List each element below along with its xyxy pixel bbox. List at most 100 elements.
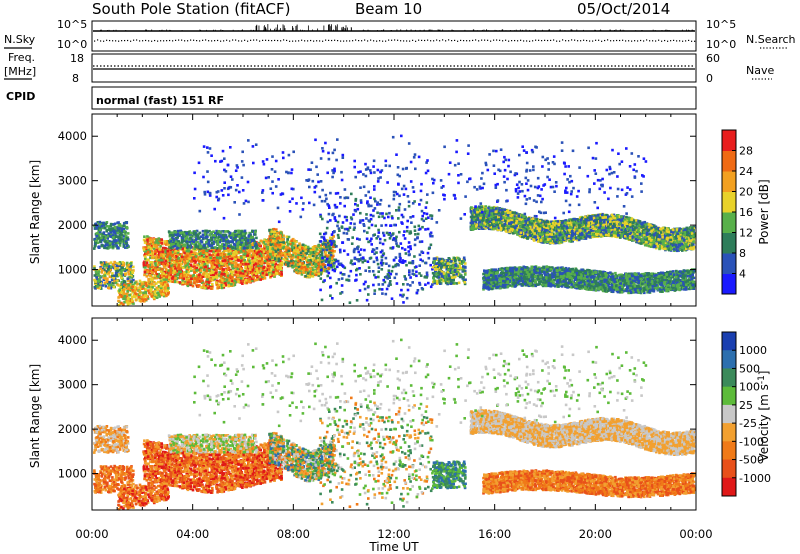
range-cell (291, 253, 295, 257)
range-cell (246, 254, 249, 257)
range-cell (340, 277, 344, 280)
range-cell (154, 294, 158, 297)
noise-search-point (508, 40, 510, 42)
range-cell (117, 236, 121, 239)
range-cell (225, 274, 229, 277)
range-cell (189, 283, 192, 287)
range-cell (193, 249, 196, 252)
range-cell (214, 275, 217, 279)
range-cell (142, 291, 145, 295)
range-cell (169, 251, 172, 254)
noise-search-point (358, 40, 360, 42)
noise-search-point (469, 40, 471, 42)
range-cell (164, 259, 167, 263)
range-cell (176, 251, 180, 255)
range-cell (299, 259, 302, 262)
range-cell (206, 262, 209, 265)
range-cell (197, 276, 200, 279)
range-cell (214, 261, 218, 265)
noise-search-point (349, 40, 351, 42)
nave-label: Nave (746, 64, 774, 77)
range-cell (262, 268, 265, 271)
beam-label: Beam 10 (355, 0, 422, 18)
range-cell (112, 285, 116, 289)
range-cell (138, 282, 142, 286)
range-cell (241, 277, 245, 280)
range-cell (301, 243, 305, 247)
range-cell (114, 267, 117, 270)
range-cell (155, 253, 159, 257)
range-cell (254, 233, 257, 236)
noise-search-point (688, 39, 690, 42)
range-cell (268, 264, 272, 268)
range-cell (200, 279, 203, 282)
range-cell (130, 299, 134, 302)
range-cell (212, 240, 216, 243)
range-cell (190, 265, 193, 269)
range-cell (418, 272, 421, 275)
range-cell (99, 228, 102, 232)
range-cell (116, 283, 119, 286)
range-cell (242, 247, 246, 250)
noise-search-point (451, 40, 453, 42)
noise-search-point (547, 39, 549, 42)
range-cell (274, 268, 277, 271)
range-cell (265, 260, 269, 263)
range-cell (218, 280, 222, 283)
range-cell (131, 270, 134, 274)
noise-search-point (220, 40, 222, 42)
range-cell (128, 302, 132, 305)
range-cell (242, 273, 245, 276)
range-cell (275, 256, 279, 259)
noise-search-point (628, 40, 630, 42)
range-cell (154, 256, 157, 259)
range-cell (177, 276, 181, 280)
range-cell (291, 237, 295, 241)
freq-tick-bottom: 8 (72, 72, 79, 85)
range-cell (186, 284, 190, 288)
noise-search-point (244, 39, 246, 41)
range-cell (142, 246, 145, 250)
range-cell (245, 281, 249, 285)
range-cell (224, 241, 228, 245)
range-cell (252, 271, 256, 274)
range-cell (163, 283, 167, 286)
range-cell (106, 263, 109, 266)
range-cell (257, 271, 261, 274)
noise-search-point (430, 40, 432, 42)
noise-search-point (484, 39, 486, 41)
range-cell (100, 271, 104, 274)
range-cell (230, 273, 234, 276)
range-cell (177, 263, 181, 267)
range-cell (252, 252, 255, 256)
noise-search-point (571, 39, 573, 41)
range-cell (206, 279, 209, 283)
range-cell (145, 252, 148, 256)
range-cell (166, 253, 170, 256)
range-cell (192, 251, 195, 255)
range-cell (233, 231, 237, 235)
range-cell (174, 276, 177, 280)
range-cell (207, 286, 210, 290)
range-cell (209, 287, 213, 290)
range-cell (385, 287, 389, 291)
noise-search-point (148, 40, 150, 42)
range-cell (190, 269, 193, 272)
range-cell (187, 266, 191, 269)
range-cell (221, 245, 225, 248)
range-cell (168, 276, 171, 279)
range-cell (363, 248, 366, 252)
noise-search-point (448, 39, 450, 41)
range-cell (176, 280, 179, 284)
range-cell (136, 282, 139, 286)
range-cell (145, 242, 149, 246)
range-cell (193, 275, 197, 278)
range-cell (274, 262, 278, 265)
range-cell (97, 274, 100, 277)
range-cell (118, 244, 122, 247)
freq-label-line2: [MHz] (4, 65, 36, 78)
range-cell (108, 275, 112, 278)
range-cell (177, 265, 180, 269)
range-cell (411, 269, 415, 272)
range-cell (173, 269, 176, 273)
